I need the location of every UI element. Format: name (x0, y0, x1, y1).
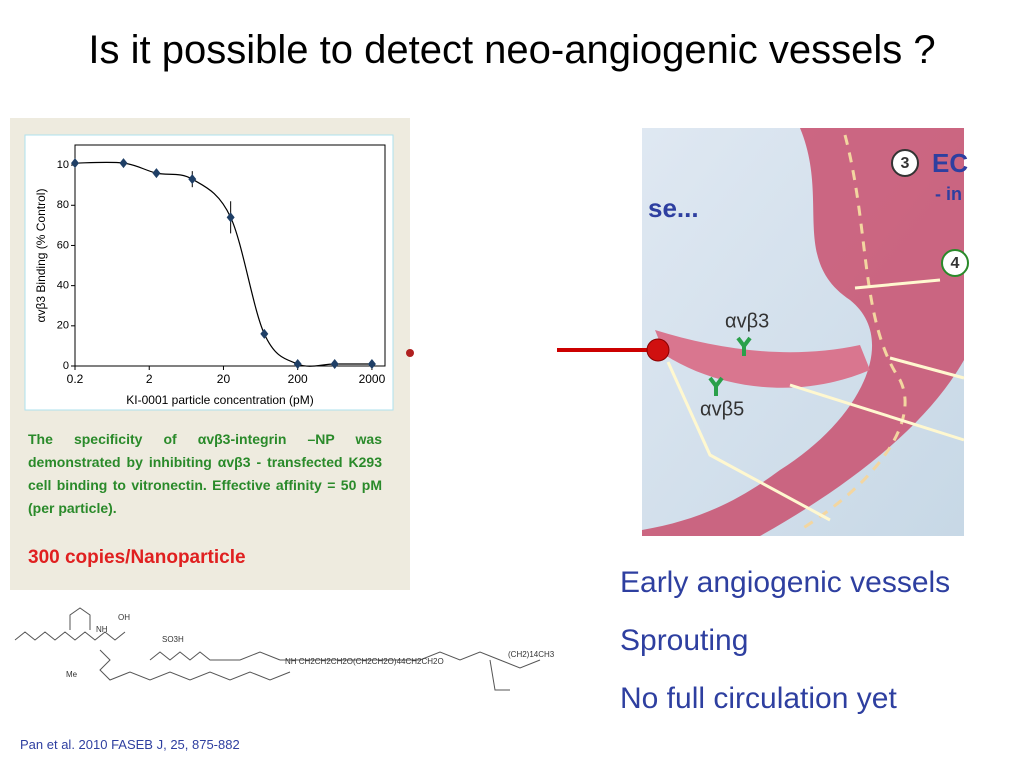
x-tick-label: 0.2 (67, 372, 84, 386)
structure-label: Me (66, 670, 78, 679)
x-tick-label: 2000 (359, 372, 386, 386)
structure-label: (CH2)14CH3 (508, 650, 555, 659)
illustration-label: 4 (951, 255, 960, 272)
point (71, 158, 79, 169)
y-axis-label: αvβ3 Binding (% Control) (34, 189, 48, 323)
bullet: Early angiogenic vessels (620, 566, 951, 599)
step-badge (941, 249, 969, 277)
x-tick-label: 200 (288, 372, 308, 386)
plot-frame (74, 144, 386, 367)
structure-label: NH (96, 625, 108, 634)
structure-label: OH (118, 613, 130, 622)
step-badge (891, 149, 919, 177)
title: Is it possible to detect neo-angiogenic … (88, 28, 936, 72)
point (330, 358, 339, 369)
bullet: No full circulation yet (620, 682, 897, 715)
illustration-label: αvβ5 (700, 398, 744, 420)
point (293, 358, 302, 369)
point (152, 168, 161, 179)
vessel (642, 128, 964, 536)
arrows (666, 278, 965, 522)
receptor (708, 376, 724, 396)
caption: The specificity of αvβ3-integrin –NP was… (28, 431, 382, 516)
point (188, 174, 197, 185)
structure (14, 607, 541, 691)
illustration-label: αvβ3 (725, 310, 769, 332)
point (260, 328, 269, 339)
fit-line (74, 161, 372, 367)
structure-label: NH CH2CH2CH2O(CH2CH2O)44CH2CH2O (285, 657, 444, 666)
pointer-dot (406, 349, 414, 357)
illustration-label: EC (932, 148, 968, 178)
highlight: 300 copies/Nanoparticle (28, 547, 246, 568)
x-axis-label: KI-0001 particle concentration (pM) (126, 393, 313, 407)
chart-bg (24, 134, 394, 411)
bullet: Sprouting (620, 624, 749, 657)
sprout (655, 330, 870, 388)
x-tick-label: 20 (217, 372, 231, 386)
y-tick-label: 80 (57, 199, 69, 211)
y-tick-label: 20 (57, 320, 69, 332)
y-tick-label: 60 (57, 239, 69, 251)
citation: Pan et al. 2010 FASEB J, 25, 875-882 (20, 737, 240, 752)
receptor (736, 336, 752, 356)
y-tick-label: 40 (57, 280, 69, 292)
structure-label: SO3H (162, 635, 184, 644)
illustration-label: - in (935, 184, 962, 204)
y-tick-label: 10 (57, 159, 69, 171)
y-tick-label: 0 (63, 360, 69, 372)
pointer-dot (646, 338, 670, 362)
point (226, 212, 235, 223)
point (367, 358, 376, 369)
illustration-label: se... (648, 193, 699, 223)
point (119, 158, 128, 169)
illustration-label: 3 (901, 155, 910, 172)
vessel-marks (799, 134, 907, 532)
x-tick-label: 2 (146, 372, 153, 386)
